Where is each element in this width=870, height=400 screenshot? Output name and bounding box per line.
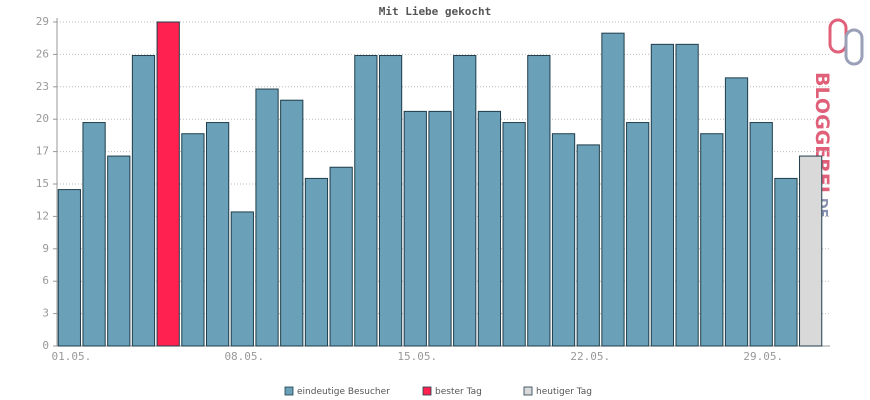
legend-swatch	[284, 386, 294, 396]
y-tick-label: 3	[42, 307, 49, 320]
legend-label: heutiger Tag	[536, 387, 592, 397]
bar	[57, 189, 81, 347]
logo-icon	[844, 28, 864, 66]
bar	[304, 177, 329, 347]
bar	[329, 166, 353, 347]
y-tick-label: 6	[42, 274, 49, 287]
legend-label: eindeutige Besucher	[297, 387, 390, 397]
bar	[749, 122, 773, 347]
bar	[107, 155, 131, 347]
bar	[527, 55, 551, 347]
bar	[576, 144, 600, 347]
bar	[650, 43, 675, 347]
y-tick-label: 26	[36, 47, 49, 60]
bar	[205, 122, 230, 347]
bar	[354, 55, 378, 347]
bar	[601, 32, 625, 347]
y-tick-label: 15	[36, 177, 49, 190]
chart-title: Mit Liebe gekocht	[379, 5, 492, 18]
bar	[82, 122, 106, 347]
x-tick-label: 29.05.	[743, 350, 783, 363]
legend-swatch	[422, 386, 432, 396]
bar	[255, 88, 279, 347]
bar	[502, 122, 526, 347]
x-tick-label: 01.05.	[51, 350, 91, 363]
legend-swatch	[523, 386, 533, 396]
bar	[181, 133, 205, 347]
y-tick-label: 23	[36, 80, 49, 93]
bar	[626, 122, 650, 347]
bar	[551, 133, 576, 347]
bar	[477, 110, 502, 347]
bar	[280, 99, 304, 347]
bar	[724, 77, 749, 347]
y-tick-label: 20	[36, 112, 49, 125]
y-tick-label: 12	[36, 209, 49, 222]
x-tick-label: 22.05.	[570, 350, 610, 363]
y-tick-label: 0	[42, 339, 49, 352]
y-tick-label: 29	[36, 15, 49, 28]
bar	[428, 110, 452, 347]
bar	[156, 21, 180, 347]
bar	[230, 211, 254, 347]
x-tick-label: 08.05.	[224, 350, 264, 363]
bar	[131, 55, 156, 347]
bar	[799, 155, 823, 347]
bar	[700, 133, 724, 347]
bar	[675, 43, 699, 347]
y-tick-label: 9	[42, 242, 49, 255]
bar	[453, 55, 477, 347]
bar	[403, 110, 427, 347]
legend-label: bester Tag	[435, 387, 482, 397]
bar	[774, 177, 798, 347]
bar	[378, 55, 403, 347]
x-tick-label: 15.05.	[397, 350, 437, 363]
y-tick-label: 17	[36, 145, 49, 158]
logo-icon	[828, 18, 848, 54]
